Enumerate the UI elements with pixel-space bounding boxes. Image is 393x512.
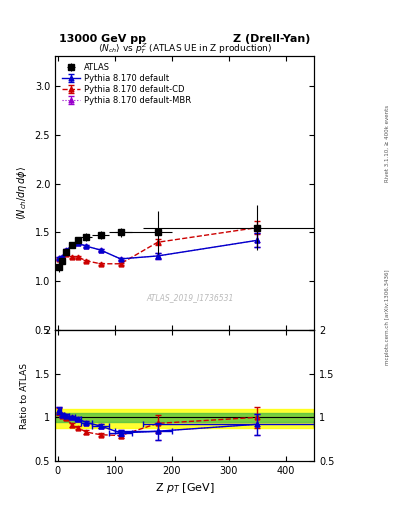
Text: 13000 GeV pp: 13000 GeV pp: [59, 33, 146, 44]
Text: Rivet 3.1.10, ≥ 400k events: Rivet 3.1.10, ≥ 400k events: [385, 105, 389, 182]
Bar: [55, 409, 314, 428]
X-axis label: Z $p_T$ [GeV]: Z $p_T$ [GeV]: [155, 481, 215, 495]
Y-axis label: Ratio to ATLAS: Ratio to ATLAS: [20, 362, 29, 429]
Legend: ATLAS, Pythia 8.170 default, Pythia 8.170 default-CD, Pythia 8.170 default-MBR: ATLAS, Pythia 8.170 default, Pythia 8.17…: [59, 60, 194, 108]
Title: $\langle N_{ch}\rangle$ vs $p_T^Z$ (ATLAS UE in Z production): $\langle N_{ch}\rangle$ vs $p_T^Z$ (ATLA…: [97, 41, 272, 56]
Bar: [55, 413, 314, 422]
Text: Z (Drell-Yan): Z (Drell-Yan): [233, 33, 310, 44]
Y-axis label: $\langle N_{ch}/d\eta\, d\phi\rangle$: $\langle N_{ch}/d\eta\, d\phi\rangle$: [15, 166, 29, 221]
Text: mcplots.cern.ch [arXiv:1306.3436]: mcplots.cern.ch [arXiv:1306.3436]: [385, 270, 389, 365]
Text: ATLAS_2019_I1736531: ATLAS_2019_I1736531: [146, 293, 233, 302]
